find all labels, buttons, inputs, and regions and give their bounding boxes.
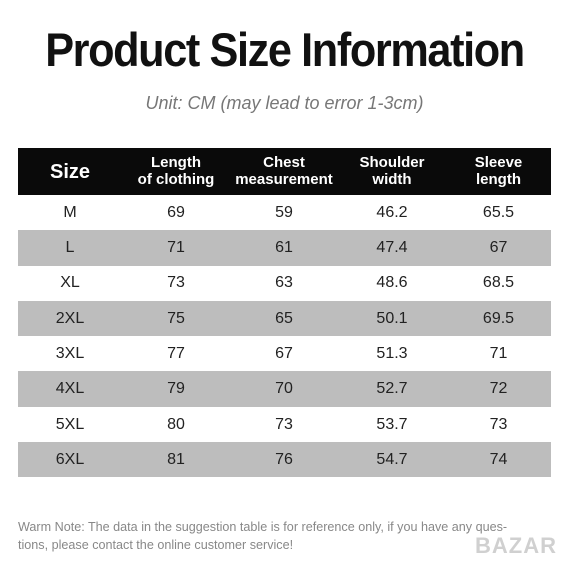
table-cell: 5XL <box>55 415 85 433</box>
header-cell: Sleeve length <box>446 154 551 188</box>
header-line: Length <box>151 154 201 171</box>
table-row: 5XL 80 73 53.7 73 <box>18 407 551 442</box>
note-line: Warm Note: The data in the suggestion ta… <box>18 520 508 534</box>
table-cell: 80 <box>167 415 185 433</box>
table-cell: 71 <box>167 239 185 257</box>
table-cell: 79 <box>167 380 185 398</box>
table-cell: 67 <box>489 239 508 257</box>
table-cell: 3XL <box>55 345 85 363</box>
table-cell: 6XL <box>55 450 85 468</box>
header-cell: Shoulder width <box>338 154 446 188</box>
table-row: 4XL 79 70 52.7 72 <box>18 371 551 407</box>
title: Product Size Information <box>45 23 525 76</box>
header-line: Shoulder <box>359 154 425 171</box>
table-cell: 48.6 <box>376 274 408 292</box>
table-cell: 47.4 <box>376 239 408 257</box>
header-cell: Size <box>18 161 122 183</box>
table-cell: 76 <box>275 450 293 468</box>
table-cell: 59 <box>275 203 293 221</box>
table-cell: 4XL <box>55 380 85 398</box>
note-line: tions, please contact the online custome… <box>18 538 294 552</box>
table-cell: 81 <box>167 450 185 468</box>
header-line: of clothing <box>137 170 215 188</box>
table-cell: 71 <box>489 345 508 363</box>
table-cell: 65 <box>275 309 293 327</box>
table-cell: 69 <box>167 203 185 221</box>
table-cell: 73 <box>167 274 185 292</box>
table-cell: 53.7 <box>376 415 408 433</box>
table-cell: 67 <box>275 345 293 363</box>
table-cell: 77 <box>167 345 185 363</box>
table-cell: 74 <box>489 450 508 468</box>
table-row: 6XL 81 76 54.7 74 <box>18 442 551 478</box>
table-cell: 63 <box>275 274 293 292</box>
watermark: BAZAR <box>475 533 557 558</box>
table-cell: 69.5 <box>482 309 515 327</box>
table-cell: 72 <box>489 380 508 398</box>
header-line: Chest <box>263 154 305 171</box>
header-line: Size <box>49 160 91 183</box>
table-cell: 68.5 <box>482 274 515 292</box>
table-cell: 46.2 <box>376 203 408 221</box>
table-cell: 70 <box>275 380 293 398</box>
header-cell: Length of clothing <box>122 154 230 188</box>
table-cell: 73 <box>489 415 508 433</box>
header-line: length <box>476 170 521 188</box>
table-cell: M <box>63 203 77 221</box>
table-cell: 50.1 <box>376 309 408 327</box>
table-row: XL 73 63 48.6 68.5 <box>18 266 551 301</box>
table-row: M 69 59 46.2 65.5 <box>18 195 551 230</box>
table-cell: 52.7 <box>376 380 408 398</box>
header-line: Sleeve <box>474 154 523 171</box>
table-cell: 2XL <box>55 309 85 327</box>
table-row: 3XL 77 67 51.3 71 <box>18 336 551 371</box>
header-line: measurement <box>235 170 333 188</box>
table-cell: 73 <box>275 415 293 433</box>
table-cell: 51.3 <box>376 345 408 363</box>
header-cell: Chest measurement <box>230 154 338 188</box>
table-row: L 71 61 47.4 67 <box>18 230 551 266</box>
subtitle: Unit: CM (may lead to error 1-3cm) <box>145 93 424 113</box>
table-cell: 75 <box>167 309 185 327</box>
table-cell: 61 <box>275 239 293 257</box>
table-cell: 54.7 <box>376 450 408 468</box>
table-cell: 65.5 <box>482 203 515 221</box>
header-line: width <box>372 170 412 188</box>
header-row: Size Length of clothing Chest measurement Sho… <box>18 148 551 195</box>
table-row: 2XL 75 65 50.1 69.5 <box>18 300 551 337</box>
size-table: Size Length of clothing Chest measurement Sho… <box>18 148 551 478</box>
table-cell: XL <box>60 274 80 292</box>
table-cell: L <box>65 239 75 257</box>
note: Warm Note: The data in the suggestion ta… <box>18 518 507 554</box>
